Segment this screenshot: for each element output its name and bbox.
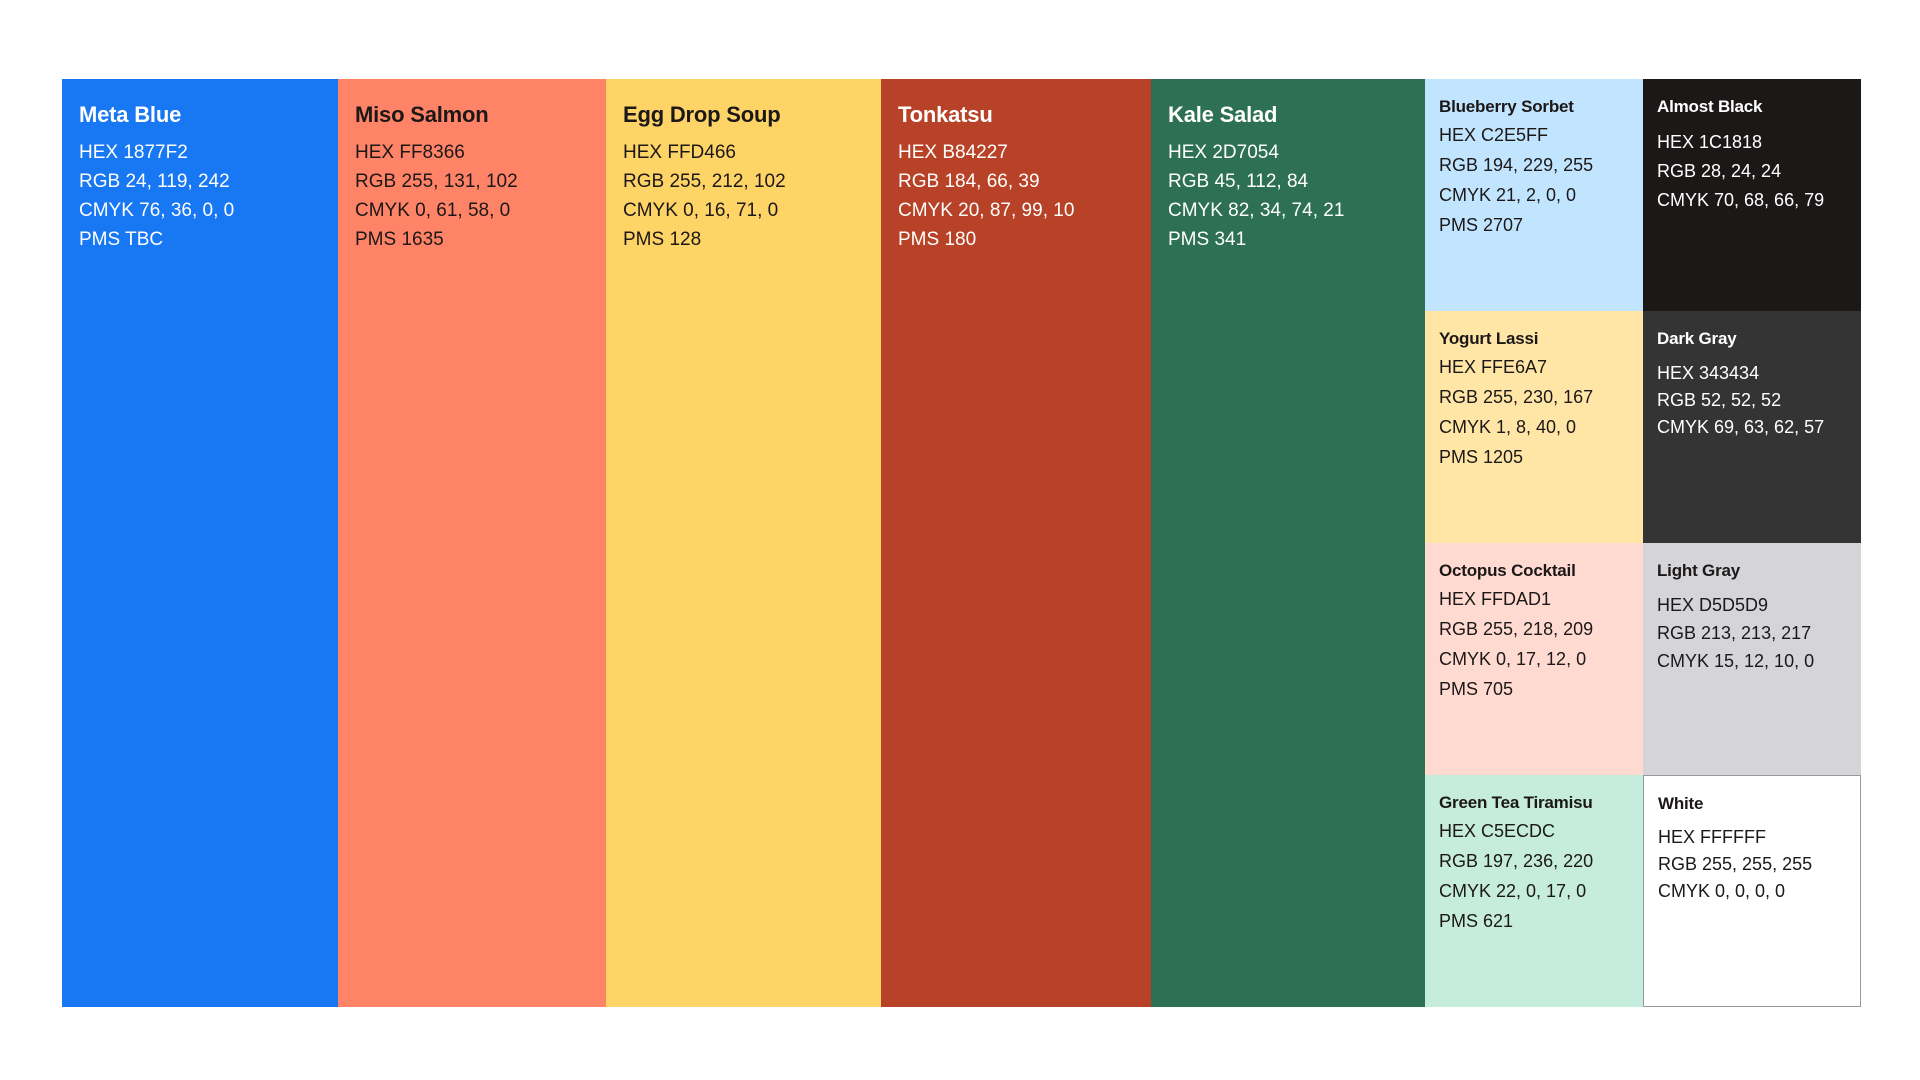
swatch-name: Miso Salmon xyxy=(355,102,489,127)
swatch-pms: PMS 1205 xyxy=(1439,447,1524,467)
swatch-cmyk: CMYK 69, 63, 62, 57 xyxy=(1657,417,1825,437)
swatch-rgb: RGB 255, 212, 102 xyxy=(623,171,786,192)
swatch-cmyk: CMYK 0, 61, 58, 0 xyxy=(355,200,511,221)
swatch-egg-drop-soup: Egg Drop Soup HEX FFD466 RGB 255, 212, 1… xyxy=(606,79,881,1007)
swatch-hex: HEX 2D7054 xyxy=(1168,142,1279,163)
swatch-octopus-cocktail: Octopus Cocktail HEX FFDAD1 RGB 255, 218… xyxy=(1425,543,1643,775)
swatch-cmyk: CMYK 20, 87, 99, 10 xyxy=(898,200,1075,221)
swatch-pms: PMS 705 xyxy=(1439,679,1514,699)
swatch-pms: PMS TBC xyxy=(79,229,164,250)
swatch-hex: HEX C5ECDC xyxy=(1439,821,1556,841)
swatch-meta-blue: Meta Blue HEX 1877F2 RGB 24, 119, 242 CM… xyxy=(62,79,338,1007)
swatch-almost-black: Almost Black HEX 1C1818 RGB 28, 24, 24 C… xyxy=(1643,79,1861,311)
swatch-light-gray: Light Gray HEX D5D5D9 RGB 213, 213, 217 … xyxy=(1643,543,1861,775)
swatch-miso-salmon: Miso Salmon HEX FF8366 RGB 255, 131, 102… xyxy=(338,79,606,1007)
swatch-rgb: RGB 197, 236, 220 xyxy=(1439,851,1594,871)
swatch-hex: HEX B84227 xyxy=(898,142,1008,163)
swatch-rgb: RGB 213, 213, 217 xyxy=(1657,623,1812,643)
swatch-white: White HEX FFFFFF RGB 255, 255, 255 CMYK … xyxy=(1643,775,1861,1007)
swatch-rgb: RGB 184, 66, 39 xyxy=(898,171,1040,192)
swatch-name: Egg Drop Soup xyxy=(623,102,781,127)
swatch-pms: PMS 2707 xyxy=(1439,215,1524,235)
swatch-name: Light Gray xyxy=(1657,561,1741,580)
swatch-hex: HEX C2E5FF xyxy=(1439,125,1549,145)
swatch-hex: HEX FFDAD1 xyxy=(1439,589,1552,609)
swatch-name: Yogurt Lassi xyxy=(1439,329,1539,348)
swatch-rgb: RGB 52, 52, 52 xyxy=(1657,390,1782,410)
swatch-rgb: RGB 255, 131, 102 xyxy=(355,171,518,192)
swatch-hex: HEX FFE6A7 xyxy=(1439,357,1548,377)
swatch-name: Almost Black xyxy=(1657,97,1763,116)
swatch-cmyk: CMYK 1, 8, 40, 0 xyxy=(1439,417,1577,437)
swatch-rgb: RGB 194, 229, 255 xyxy=(1439,155,1594,175)
swatch-name: Tonkatsu xyxy=(898,102,993,127)
swatch-cmyk: CMYK 21, 2, 0, 0 xyxy=(1439,185,1577,205)
swatch-name: Green Tea Tiramisu xyxy=(1439,793,1593,812)
swatch-rgb: RGB 45, 112, 84 xyxy=(1168,171,1309,192)
swatch-name: Meta Blue xyxy=(79,102,182,127)
swatch-rgb: RGB 255, 255, 255 xyxy=(1658,854,1813,874)
swatch-hex: HEX FFD466 xyxy=(623,142,736,163)
swatch-hex: HEX FFFFFF xyxy=(1658,827,1766,847)
swatch-green-tea-tiramisu: Green Tea Tiramisu HEX C5ECDC RGB 197, 2… xyxy=(1425,775,1643,1007)
swatch-hex: HEX 1C1818 xyxy=(1657,132,1763,152)
swatch-cmyk: CMYK 0, 16, 71, 0 xyxy=(623,200,779,221)
swatch-name: White xyxy=(1658,794,1704,813)
swatch-cmyk: CMYK 76, 36, 0, 0 xyxy=(79,200,235,221)
swatch-hex: HEX 1877F2 xyxy=(79,142,188,163)
swatch-dark-gray: Dark Gray HEX 343434 RGB 52, 52, 52 CMYK… xyxy=(1643,311,1861,543)
swatch-cmyk: CMYK 0, 17, 12, 0 xyxy=(1439,649,1587,669)
swatch-yogurt-lassi: Yogurt Lassi HEX FFE6A7 RGB 255, 230, 16… xyxy=(1425,311,1643,543)
swatch-cmyk: CMYK 82, 34, 74, 21 xyxy=(1168,200,1345,221)
swatch-pms: PMS 621 xyxy=(1439,911,1514,931)
color-palette: Meta Blue HEX 1877F2 RGB 24, 119, 242 CM… xyxy=(62,79,1861,1007)
swatch-name: Blueberry Sorbet xyxy=(1439,97,1574,116)
swatch-hex: HEX 343434 xyxy=(1657,363,1760,383)
swatch-tonkatsu: Tonkatsu HEX B84227 RGB 184, 66, 39 CMYK… xyxy=(881,79,1151,1007)
swatch-rgb: RGB 255, 218, 209 xyxy=(1439,619,1594,639)
swatch-cmyk: CMYK 0, 0, 0, 0 xyxy=(1658,881,1786,901)
swatch-rgb: RGB 28, 24, 24 xyxy=(1657,161,1782,181)
swatch-rgb: RGB 24, 119, 242 xyxy=(79,171,230,192)
swatch-name: Kale Salad xyxy=(1168,102,1278,127)
swatch-blueberry-sorbet: Blueberry Sorbet HEX C2E5FF RGB 194, 229… xyxy=(1425,79,1643,311)
swatch-hex: HEX FF8366 xyxy=(355,142,465,163)
swatch-pms: PMS 1635 xyxy=(355,229,444,250)
swatch-cmyk: CMYK 70, 68, 66, 79 xyxy=(1657,190,1825,210)
swatch-rgb: RGB 255, 230, 167 xyxy=(1439,387,1594,407)
swatch-name: Dark Gray xyxy=(1657,329,1737,348)
swatch-hex: HEX D5D5D9 xyxy=(1657,595,1769,615)
swatch-cmyk: CMYK 15, 12, 10, 0 xyxy=(1657,651,1815,671)
swatch-name: Octopus Cocktail xyxy=(1439,561,1576,580)
swatch-pms: PMS 341 xyxy=(1168,229,1247,250)
swatch-kale-salad: Kale Salad HEX 2D7054 RGB 45, 112, 84 CM… xyxy=(1151,79,1425,1007)
swatch-cmyk: CMYK 22, 0, 17, 0 xyxy=(1439,881,1587,901)
swatch-pms: PMS 128 xyxy=(623,229,702,250)
swatch-pms: PMS 180 xyxy=(898,229,977,250)
